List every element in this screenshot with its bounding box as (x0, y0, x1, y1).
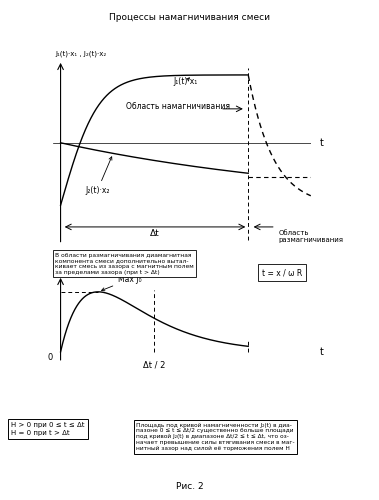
Text: Область намагничивания: Область намагничивания (126, 102, 230, 111)
Text: Δt / 2: Δt / 2 (143, 360, 166, 370)
Text: В области размагничивания диамагнитная
компонента смеси дополнительно вытал-
кив: В области размагничивания диамагнитная к… (55, 252, 194, 275)
Text: Max J₀: Max J₀ (102, 274, 142, 290)
Text: J₁(t)·x₁: J₁(t)·x₁ (173, 78, 197, 86)
Text: J₂(t): J₂(t) (56, 264, 71, 274)
Text: t: t (319, 347, 323, 357)
Text: Рис. 2: Рис. 2 (176, 482, 203, 491)
Text: J₂(t)·x₂: J₂(t)·x₂ (85, 157, 112, 195)
Text: t = x / ω R: t = x / ω R (262, 268, 302, 277)
Text: H > 0 при 0 ≤ t ≤ Δt
H = 0 при t > Δt: H > 0 при 0 ≤ t ≤ Δt H = 0 при t > Δt (11, 422, 85, 436)
Text: Площадь под кривой намагниченности J₂(t) в диа-
пазоне 0 ≤ t ≤ Δt/2 существенно : Площадь под кривой намагниченности J₂(t)… (136, 422, 295, 451)
Text: 0: 0 (48, 354, 53, 362)
Text: Процессы намагничивания смеси: Процессы намагничивания смеси (109, 12, 270, 22)
Text: J₁(t)·x₁ , J₂(t)·x₂: J₁(t)·x₁ , J₂(t)·x₂ (56, 51, 107, 58)
Text: Область
размагничивания: Область размагничивания (278, 230, 343, 242)
Text: Δt: Δt (150, 230, 159, 238)
Text: t: t (319, 138, 323, 148)
